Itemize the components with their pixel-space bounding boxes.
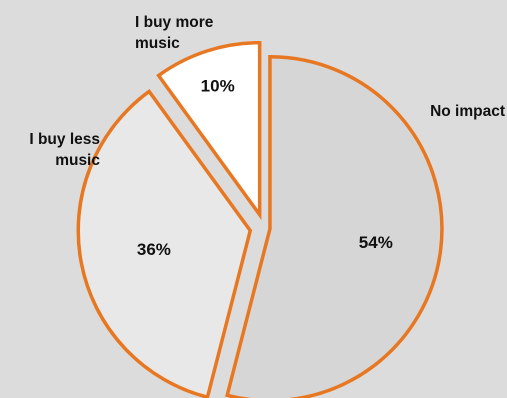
pie-labels: 54% No impact 36% I buy less music 10% I buy m…: [29, 14, 505, 259]
pie-slice-2: [76, 89, 253, 398]
slice-category-label-line: No impact: [430, 103, 505, 120]
slice-value-label: 10%: [201, 77, 235, 96]
pie-slices: [76, 40, 444, 398]
slice-category-label: I buy more music: [135, 14, 214, 52]
pie-slice-3: [156, 40, 262, 221]
slice-category-label-line: I buy less: [29, 131, 100, 148]
slice-category-label-line: music: [55, 152, 100, 169]
slice-category-label-line: music: [135, 35, 180, 52]
slice-value-label: 54%: [359, 233, 393, 252]
pie-slice-1: [225, 54, 444, 398]
slice-value-label: 36%: [137, 240, 171, 259]
slice-category-label-line: I buy more: [135, 14, 214, 31]
slice-category-label: I buy less music: [29, 131, 100, 169]
slice-category-label: No impact: [430, 103, 505, 120]
